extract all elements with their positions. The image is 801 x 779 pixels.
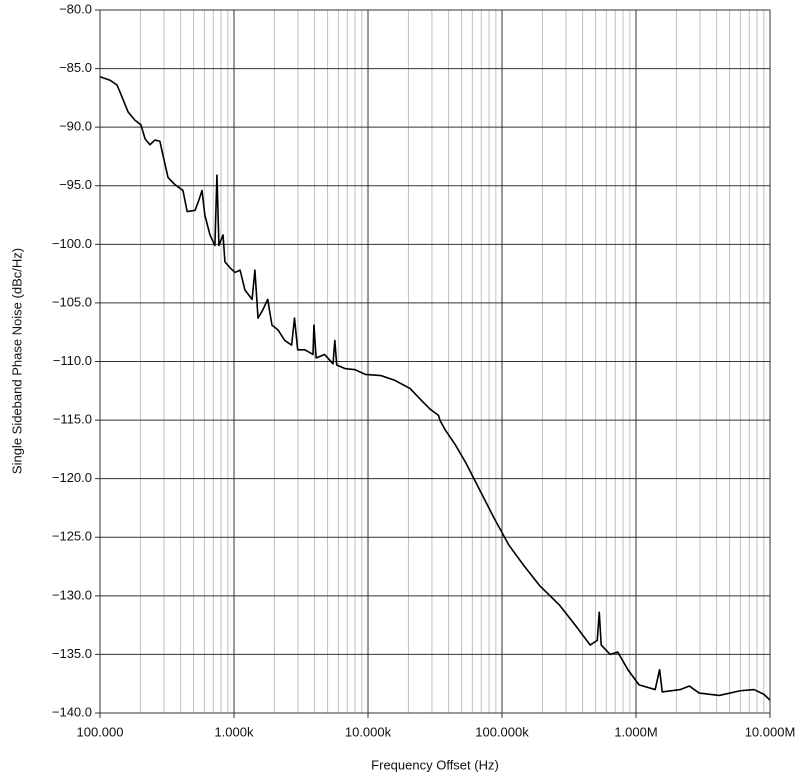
x-tick-label: 100.000 [77, 724, 124, 739]
x-tick-label: 10.000M [745, 724, 796, 739]
y-tick-label: −115.0 [53, 412, 92, 427]
y-tick-label: −90.0 [59, 119, 92, 134]
y-tick-label: −130.0 [52, 587, 92, 602]
x-tick-label: 1.000k [214, 724, 254, 739]
plot-frame [99, 9, 771, 714]
y-tick-label: −85.0 [59, 60, 92, 75]
y-tick-label: −105.0 [52, 294, 92, 309]
y-tick-label: −100.0 [52, 236, 92, 251]
x-axis-label: Frequency Offset (Hz) [371, 757, 499, 772]
y-tick-label: −80.0 [59, 1, 92, 16]
y-tick-label: −110.0 [53, 353, 92, 368]
x-tick-label: 100.000k [475, 724, 529, 739]
y-tick-label: −125.0 [52, 529, 92, 544]
data-line [99, 76, 771, 701]
y-tick-label: −135.0 [52, 646, 92, 661]
x-tick-label: 10.000k [345, 724, 392, 739]
y-axis-label: Single Sideband Phase Noise (dBc/Hz) [9, 248, 24, 474]
y-tick-label: −120.0 [52, 470, 92, 485]
y-tick-label: −140.0 [52, 704, 92, 719]
y-tick-label: −95.0 [59, 177, 92, 192]
x-tick-label: 1.000M [614, 724, 657, 739]
